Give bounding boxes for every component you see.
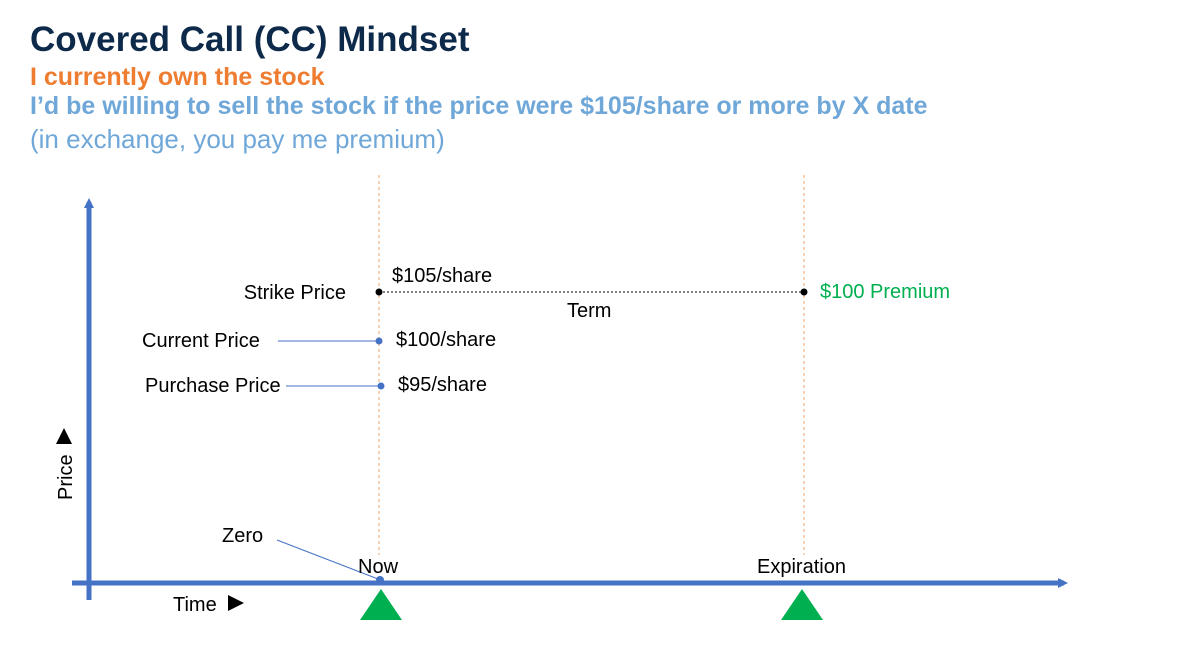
expiration-triangle-marker [781, 589, 823, 620]
subtitle-own-stock: I currently own the stock [30, 63, 325, 91]
subtitle-willing-to-sell: I’d be willing to sell the stock if the … [30, 92, 928, 120]
purchase-price-label: Purchase Price [145, 375, 281, 397]
y-axis-label: Price [55, 454, 77, 500]
now-triangle-marker [360, 589, 402, 620]
expiration-label: Expiration [757, 556, 846, 578]
strike-price-value: $105/share [392, 265, 492, 287]
current-price-label: Current Price [142, 330, 260, 352]
page-title: Covered Call (CC) Mindset [30, 20, 470, 59]
zero-point [376, 576, 384, 584]
zero-leader [276, 539, 379, 580]
subtitle-premium: (in exchange, you pay me premium) [30, 124, 445, 154]
strike-price-label: Strike Price [244, 282, 346, 304]
strike-point [375, 288, 383, 296]
current-price-point [375, 337, 383, 345]
premium-point [800, 288, 808, 296]
purchase-price-point [377, 382, 385, 390]
now-label: Now [358, 556, 399, 578]
y-axis-arrow-icon [56, 428, 72, 444]
purchase-price-value: $95/share [398, 374, 487, 396]
zero-label: Zero [222, 525, 263, 547]
premium-label: $100 Premium [820, 281, 950, 303]
current-price-value: $100/share [396, 329, 496, 351]
x-axis-arrow-icon [228, 595, 244, 611]
term-label: Term [567, 300, 611, 322]
x-axis-label: Time [173, 594, 217, 616]
